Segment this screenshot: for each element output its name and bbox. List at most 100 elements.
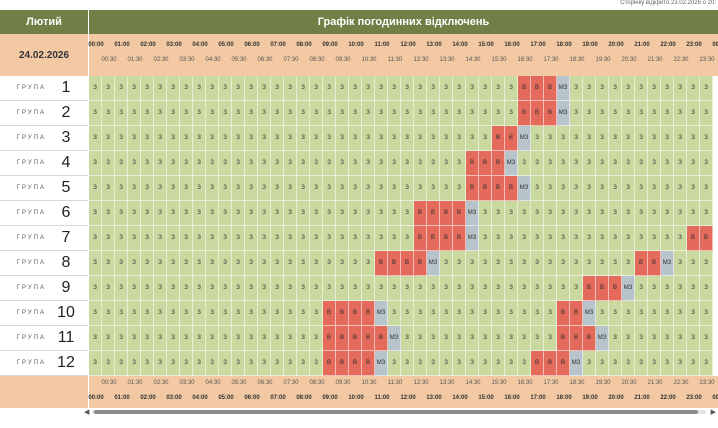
half-hour-label: 02:30	[153, 57, 169, 63]
schedule-cell: В	[531, 351, 544, 376]
schedule-cell: З	[505, 101, 518, 126]
group-row-header: ГРУПА 12	[0, 351, 88, 376]
schedule-cell: З	[271, 226, 284, 251]
schedule-cell: В	[453, 226, 466, 251]
schedule-cell: З	[622, 351, 635, 376]
schedule-cell: З	[362, 76, 375, 101]
schedule-cell: З	[245, 176, 258, 201]
schedule-cell: В	[557, 326, 570, 351]
schedule-cell: З	[700, 76, 713, 101]
schedule-cell: З	[648, 76, 661, 101]
schedule-cell: З	[245, 101, 258, 126]
time-header-top	[89, 34, 718, 76]
schedule-cell: З	[700, 276, 713, 301]
schedule-cell: З	[648, 201, 661, 226]
schedule-cell: З	[570, 101, 583, 126]
schedule-cell: З	[674, 101, 687, 126]
schedule-cell: З	[310, 76, 323, 101]
schedule-cell: З	[531, 201, 544, 226]
scroll-right-arrow-icon[interactable]: ▶	[710, 409, 716, 416]
schedule-cell: З	[362, 226, 375, 251]
schedule-cell: З	[323, 251, 336, 276]
schedule-cell: В	[375, 326, 388, 351]
schedule-cell: З	[297, 326, 310, 351]
schedule-cell: З	[271, 176, 284, 201]
scroll-left-arrow-icon[interactable]: ◀	[84, 409, 90, 416]
schedule-cell: З	[349, 251, 362, 276]
schedule-cell: З	[479, 326, 492, 351]
schedule-cell: З	[349, 226, 362, 251]
schedule-cell: З	[544, 326, 557, 351]
schedule-cell: З	[648, 176, 661, 201]
schedule-cell: З	[674, 126, 687, 151]
schedule-cell: З	[635, 301, 648, 326]
hour-label: 11:00	[374, 42, 390, 48]
schedule-cell: МЗ	[622, 276, 635, 301]
schedule-cell: З	[206, 251, 219, 276]
horizontal-scrollbar[interactable]: ◀ ▶	[84, 408, 718, 416]
schedule-cell: З	[232, 176, 245, 201]
schedule-cell: З	[336, 226, 349, 251]
schedule-cell: З	[271, 151, 284, 176]
schedule-cell: З	[232, 126, 245, 151]
schedule-cell: З	[284, 326, 297, 351]
hour-label: 04:00	[192, 395, 208, 401]
half-hour-label: 06:30	[257, 380, 273, 386]
schedule-cell: З	[219, 76, 232, 101]
schedule-cell: З	[479, 101, 492, 126]
group-row-header: ГРУПА 5	[0, 176, 88, 201]
schedule-cell: В	[349, 326, 362, 351]
schedule-cell: З	[661, 276, 674, 301]
month-header: Лютий	[0, 10, 88, 34]
schedule-cell: З	[388, 226, 401, 251]
schedule-cell: З	[557, 126, 570, 151]
schedule-cell: З	[245, 326, 258, 351]
schedule-cell: З	[271, 101, 284, 126]
half-hour-label: 16:30	[517, 57, 533, 63]
schedule-cell: В	[700, 226, 713, 251]
schedule-cell: З	[609, 301, 622, 326]
schedule-cell: З	[141, 151, 154, 176]
schedule-cell: З	[570, 201, 583, 226]
schedule-cell: В	[635, 251, 648, 276]
schedule-cell: З	[102, 126, 115, 151]
group-label: ГРУПА	[16, 260, 46, 266]
schedule-cell: З	[505, 326, 518, 351]
schedule-cell: З	[622, 226, 635, 251]
schedule-cell: З	[596, 301, 609, 326]
hour-label: 04:00	[192, 42, 208, 48]
schedule-cell: З	[362, 126, 375, 151]
group-label: ГРУПА	[16, 185, 46, 191]
schedule-cell: З	[674, 251, 687, 276]
schedule-cell: З	[492, 301, 505, 326]
half-hour-label: 23:30	[699, 57, 715, 63]
schedule-cell: З	[674, 201, 687, 226]
hour-label: 03:00	[166, 42, 182, 48]
half-hour-label: 01:30	[127, 57, 143, 63]
schedule-cell: З	[492, 276, 505, 301]
schedule-cell: З	[570, 151, 583, 176]
schedule-cell: З	[674, 76, 687, 101]
scroll-thumb[interactable]	[94, 410, 698, 414]
schedule-cell: З	[414, 101, 427, 126]
half-hour-label: 14:30	[465, 380, 481, 386]
schedule-cell: З	[154, 151, 167, 176]
group-number: 4	[61, 154, 71, 171]
schedule-cell: З	[531, 326, 544, 351]
group-number: 11	[57, 329, 75, 346]
schedule-cell: З	[323, 76, 336, 101]
schedule-cell: З	[453, 276, 466, 301]
schedule-cell: З	[453, 301, 466, 326]
date-label: 24.02.2026	[0, 34, 88, 76]
schedule-cell: З	[492, 201, 505, 226]
schedule-cell: З	[206, 151, 219, 176]
schedule-cell: З	[596, 351, 609, 376]
schedule-cell: З	[167, 101, 180, 126]
schedule-cell: З	[336, 176, 349, 201]
schedule-cell: З	[661, 301, 674, 326]
schedule-cell: З	[596, 101, 609, 126]
schedule-cell: З	[661, 101, 674, 126]
schedule-cell: В	[362, 301, 375, 326]
schedule-cell: З	[674, 326, 687, 351]
half-hour-label: 07:30	[283, 57, 299, 63]
